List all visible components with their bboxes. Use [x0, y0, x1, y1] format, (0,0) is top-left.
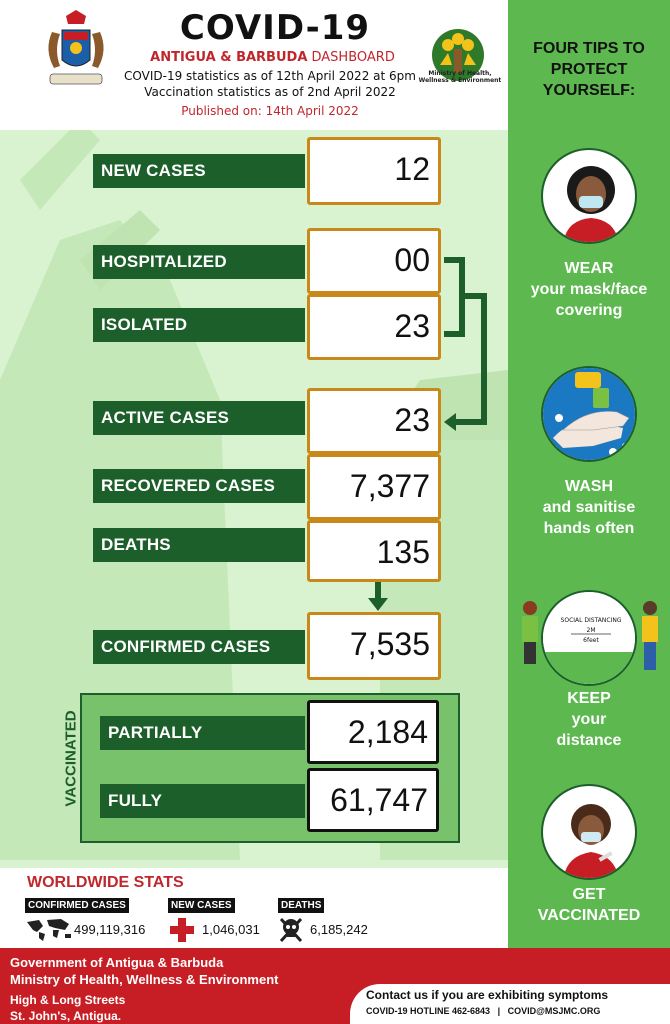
world-new-cases-label: NEW CASES — [168, 898, 235, 913]
coat-of-arms-icon — [48, 10, 104, 85]
hospitalized-value: 00 — [307, 228, 441, 294]
worldwide-stats-title: WORLDWIDE STATS — [27, 874, 184, 891]
footer-government: Government of Antigua & Barbuda Ministry… — [10, 954, 278, 988]
partially-vaccinated-label: PARTIALLY — [100, 716, 305, 750]
deaths-value: 135 — [307, 520, 441, 582]
tips-panel: FOUR TIPS TO PROTECT YOURSELF: WEAR your… — [508, 0, 670, 948]
header — [0, 0, 508, 130]
confirmed-cases-label: CONFIRMED CASES — [93, 630, 305, 664]
published-date: Published on: 14th April 2022 — [181, 104, 359, 118]
tip-2-line2: and sanitise — [542, 499, 636, 516]
ministry-logo-text: Ministry of Health, Wellness & Environme… — [418, 70, 502, 84]
world-map-icon — [27, 919, 71, 941]
subtitle-country: ANTIGUA & BARBUDA — [150, 50, 308, 65]
red-cross-icon — [170, 918, 194, 942]
contact-details: COVID-19 HOTLINE 462-6843 | COVID@MSJMC.… — [366, 1006, 600, 1016]
new-cases-value: 12 — [307, 137, 441, 205]
world-deaths-value: 6,185,242 — [310, 922, 368, 937]
tip-1-line3: covering — [555, 302, 623, 319]
active-cases-value: 23 — [307, 388, 441, 454]
footer-gov-line1: Government of Antigua & Barbuda — [10, 955, 224, 970]
tip-2-line1: WASH — [565, 478, 613, 495]
social-distance-icon: SOCIAL DISTANCING 2M 6feet — [541, 590, 637, 686]
footer-address-line2: St. John's, Antigua. — [10, 1009, 122, 1023]
distance-ft-text: 6feet — [583, 637, 599, 644]
distance-sign-text: SOCIAL DISTANCING — [561, 617, 622, 624]
hotline-link[interactable]: COVID-19 HOTLINE 462-6843 — [366, 1006, 491, 1016]
confirmed-cases-value: 7,535 — [307, 612, 441, 680]
tip-3-line2: your — [571, 711, 607, 728]
tip-1-line1: WEAR — [564, 260, 614, 277]
email-link[interactable]: COVID@MSJMC.ORG — [507, 1006, 601, 1016]
person-left-icon — [522, 601, 538, 664]
subtitle-dashboard: DASHBOARD — [307, 50, 395, 65]
tip-1-text: WEAR your mask/face covering — [508, 258, 670, 321]
vaccinated-heading-wrap: VACCINATED — [54, 700, 86, 830]
page-subtitle: ANTIGUA & BARBUDA DASHBOARD — [120, 50, 425, 65]
tip-4-line2: VACCINATED — [537, 907, 641, 924]
contact-title: Contact us if you are exhibiting symptom… — [366, 988, 609, 1002]
active-cases-arrow-icon — [444, 257, 487, 431]
footer: Government of Antigua & Barbuda Ministry… — [0, 948, 670, 1024]
new-cases-label: NEW CASES — [93, 154, 305, 188]
distance-m-text: 2M — [587, 627, 596, 634]
down-arrow-icon — [368, 582, 388, 611]
page-title: COVID-19 — [179, 8, 371, 48]
vaccination-date-line: Vaccination statistics as of 2nd April 2… — [144, 85, 396, 99]
world-deaths-label: DEATHS — [278, 898, 325, 913]
world-new-cases-value: 1,046,031 — [202, 922, 260, 937]
person-right-icon — [642, 601, 658, 670]
recovered-cases-label: RECOVERED CASES — [93, 469, 305, 503]
footer-address: High & Long Streets St. John's, Antigua. — [10, 992, 125, 1024]
tip-1-line2: your mask/face — [530, 281, 648, 298]
deaths-label: DEATHS — [93, 528, 305, 562]
handwash-icon — [541, 366, 637, 462]
tip-4-line1: GET — [572, 886, 606, 903]
tip-3-line3: distance — [556, 732, 622, 749]
contact-box: Contact us if you are exhibiting symptom… — [350, 984, 670, 1024]
tip-4-text: GET VACCINATED — [508, 884, 670, 926]
fully-vaccinated-label: FULLY — [100, 784, 305, 818]
recovered-cases-value: 7,377 — [307, 454, 441, 520]
tips-title: FOUR TIPS TO PROTECT YOURSELF: — [533, 40, 645, 99]
world-confirmed-label: CONFIRMED CASES — [25, 898, 129, 913]
ministry-logo-icon — [432, 29, 484, 81]
tip-2-line3: hands often — [543, 520, 635, 537]
vaccine-icon — [541, 784, 637, 880]
tip-2-text: WASH and sanitise hands often — [508, 476, 670, 539]
footer-gov-line2: Ministry of Health, Wellness & Environme… — [10, 972, 279, 987]
contact-separator: | — [497, 1006, 501, 1016]
active-cases-label: ACTIVE CASES — [93, 401, 305, 435]
tip-3-text: KEEP your distance — [508, 688, 670, 751]
mask-woman-icon — [541, 148, 637, 244]
main-panel: COVID-19 ANTIGUA & BARBUDA DASHBOARD COV… — [0, 0, 508, 948]
tip-3-line1: KEEP — [567, 690, 611, 707]
isolated-value: 23 — [307, 294, 441, 360]
stats-date-line: COVID-19 statistics as of 12th April 202… — [124, 69, 416, 83]
world-confirmed-value: 499,119,316 — [74, 922, 146, 937]
isolated-label: ISOLATED — [93, 308, 305, 342]
hospitalized-label: HOSPITALIZED — [93, 245, 305, 279]
footer-address-line1: High & Long Streets — [10, 993, 126, 1007]
partially-vaccinated-value: 2,184 — [307, 700, 439, 764]
skull-icon — [279, 917, 303, 943]
fully-vaccinated-value: 61,747 — [307, 768, 439, 832]
vaccinated-heading: VACCINATED — [62, 710, 80, 807]
